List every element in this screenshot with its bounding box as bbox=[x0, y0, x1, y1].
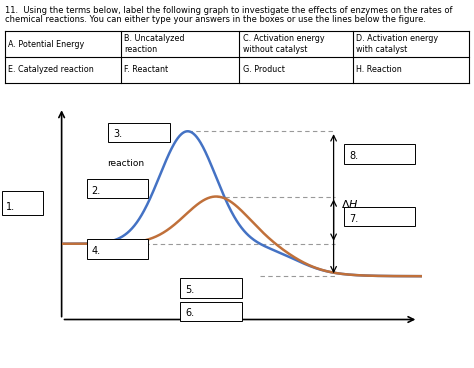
Bar bbox=[181, 278, 242, 298]
Text: 7.: 7. bbox=[349, 214, 358, 224]
Text: F. Reactant: F. Reactant bbox=[124, 66, 168, 74]
Text: $\Delta H$: $\Delta H$ bbox=[341, 198, 358, 210]
Text: E. Catalyzed reaction: E. Catalyzed reaction bbox=[8, 66, 94, 74]
Bar bbox=[87, 240, 148, 259]
Text: 6.: 6. bbox=[185, 308, 194, 318]
Text: H. Reaction: H. Reaction bbox=[356, 66, 402, 74]
Text: G. Product: G. Product bbox=[243, 66, 284, 74]
Text: 11.  Using the terms below, label the following graph to investigate the effects: 11. Using the terms below, label the fol… bbox=[5, 6, 452, 14]
Text: reaction: reaction bbox=[107, 159, 144, 168]
Bar bbox=[109, 123, 170, 142]
Text: 4.: 4. bbox=[91, 246, 100, 256]
Bar bbox=[181, 302, 242, 321]
Bar bbox=[345, 144, 415, 164]
Text: B. Uncatalyzed
reaction: B. Uncatalyzed reaction bbox=[124, 35, 185, 54]
Text: 1.: 1. bbox=[6, 202, 15, 212]
Bar bbox=[87, 179, 148, 198]
Text: 3.: 3. bbox=[113, 130, 122, 139]
Text: 2.: 2. bbox=[91, 186, 101, 196]
Text: D. Activation energy
with catalyst: D. Activation energy with catalyst bbox=[356, 35, 438, 54]
Text: A. Potential Energy: A. Potential Energy bbox=[8, 40, 84, 49]
Text: C. Activation energy
without catalyst: C. Activation energy without catalyst bbox=[243, 35, 324, 54]
Text: 8.: 8. bbox=[349, 151, 358, 161]
Bar bbox=[345, 207, 415, 226]
Text: 5.: 5. bbox=[185, 285, 194, 295]
Text: chemical reactions. You can either type your answers in the boxes or use the lin: chemical reactions. You can either type … bbox=[5, 15, 426, 24]
